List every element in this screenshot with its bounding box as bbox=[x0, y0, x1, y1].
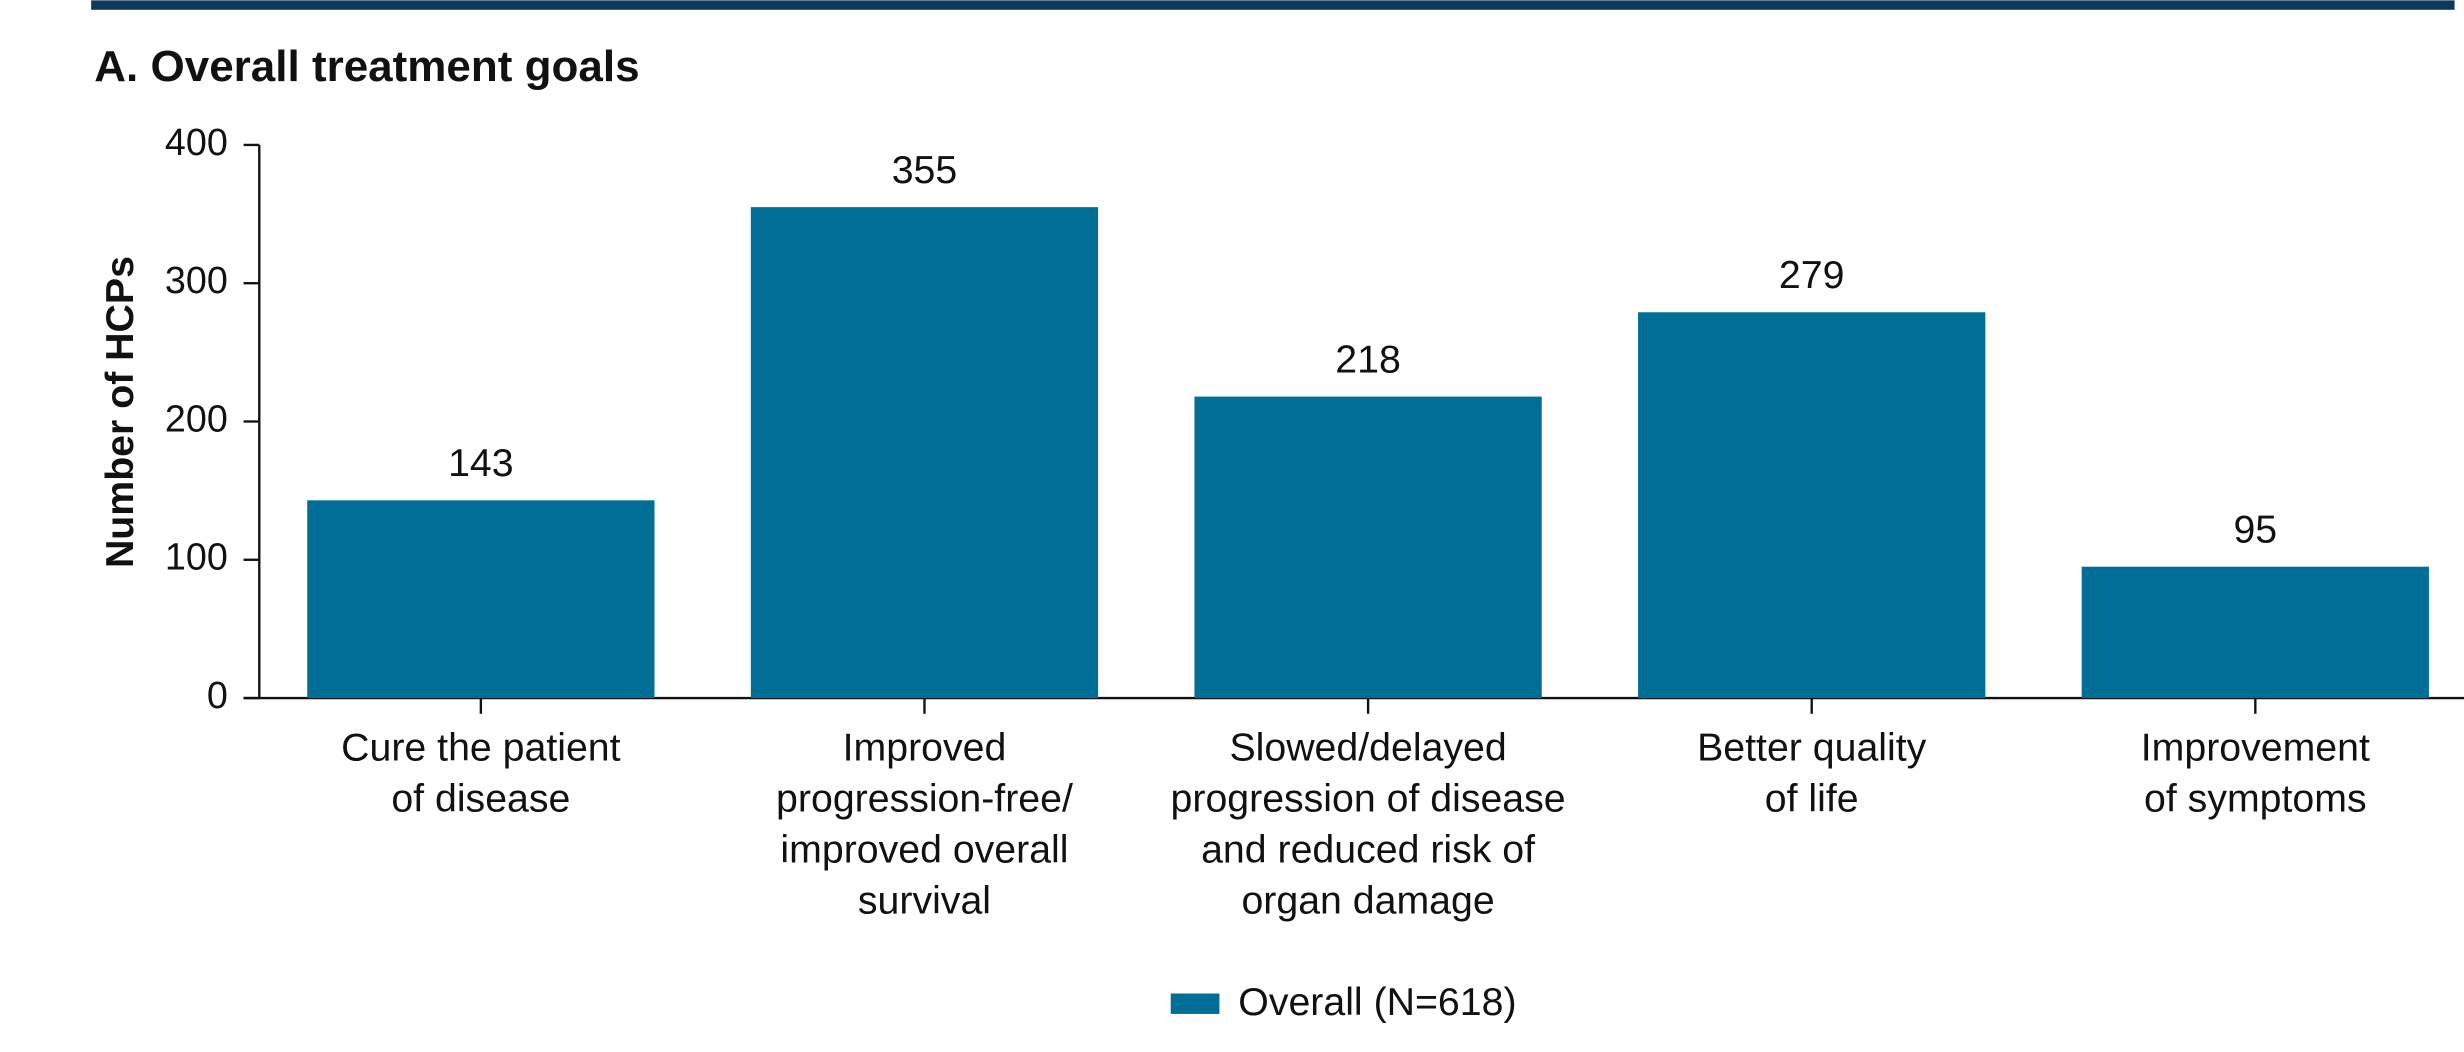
x-tick-label: Improved bbox=[843, 725, 1007, 769]
x-tick-label: improved overall bbox=[780, 827, 1068, 871]
bar bbox=[750, 207, 1099, 699]
x-tick-label: organ damage bbox=[1241, 879, 1494, 923]
legend-label: Overall (N=618) bbox=[1238, 980, 1516, 1024]
x-tick-label: progression-free/ bbox=[776, 776, 1073, 820]
y-tick-label: 200 bbox=[165, 397, 228, 439]
value-label: 355 bbox=[892, 148, 958, 192]
y-tick-label: 100 bbox=[165, 536, 228, 578]
legend-swatch bbox=[1170, 993, 1220, 1014]
chart-title: A. Overall treatment goals bbox=[94, 42, 639, 91]
y-tick-label: 400 bbox=[165, 121, 228, 163]
value-label: 143 bbox=[448, 441, 514, 485]
x-tick-label: Better quality bbox=[1697, 725, 1927, 769]
value-label: 279 bbox=[1779, 253, 1845, 297]
x-tick-label: and reduced risk of bbox=[1201, 827, 1535, 871]
bar bbox=[307, 500, 655, 699]
bar bbox=[1194, 396, 1542, 699]
value-label: 95 bbox=[2233, 508, 2277, 552]
x-tick-label: Slowed/delayed bbox=[1229, 725, 1506, 769]
y-tick-label: 300 bbox=[165, 259, 228, 301]
bar bbox=[2081, 566, 2429, 699]
y-axis-label: Number of HCPs bbox=[98, 256, 142, 568]
header-bar bbox=[91, 0, 2455, 10]
x-tick-label: of disease bbox=[391, 776, 570, 820]
x-tick-label: survival bbox=[858, 879, 991, 923]
x-tick-label: progression of disease bbox=[1171, 776, 1566, 820]
bar bbox=[1638, 312, 1986, 699]
y-tick-label: 0 bbox=[207, 674, 228, 716]
x-tick-label: of symptoms bbox=[2144, 776, 2367, 820]
x-tick-label: Cure the patient bbox=[341, 725, 620, 769]
value-label: 218 bbox=[1335, 337, 1401, 381]
x-tick-label: of life bbox=[1765, 776, 1859, 820]
x-tick-label: Improvement bbox=[2141, 725, 2370, 769]
